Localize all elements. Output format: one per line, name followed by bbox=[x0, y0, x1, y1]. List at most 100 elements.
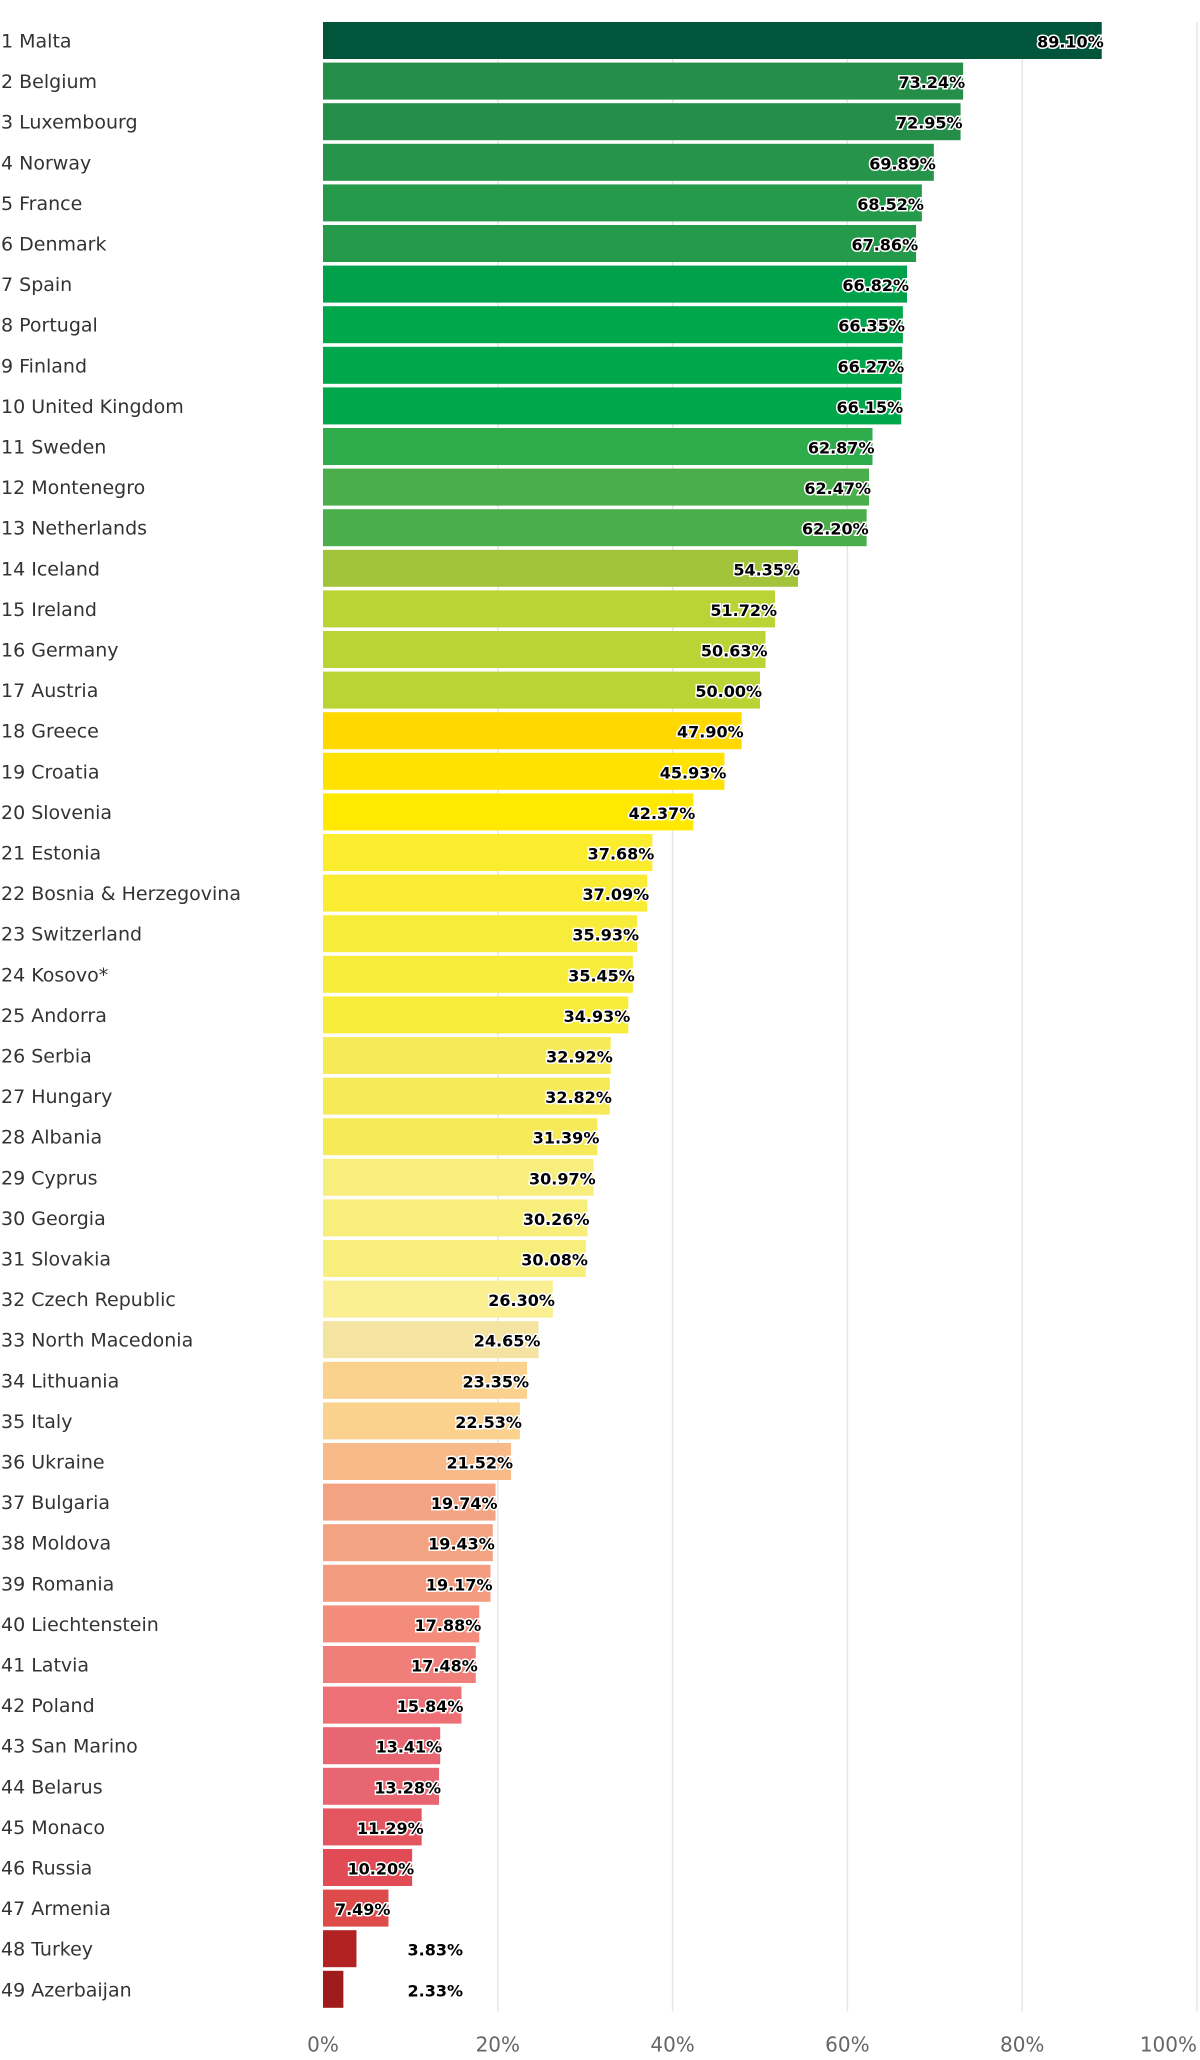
bar bbox=[323, 1199, 588, 1237]
category-label: 6 Denmark bbox=[1, 234, 106, 256]
value-label: 15.84% bbox=[397, 1697, 464, 1716]
bar bbox=[323, 915, 638, 953]
x-tick-label: 80% bbox=[1000, 2032, 1044, 2056]
bar bbox=[323, 671, 760, 709]
value-label: 21.52% bbox=[446, 1454, 513, 1473]
category-label: 45 Monaco bbox=[1, 1817, 105, 1839]
x-tick-label: 40% bbox=[650, 2032, 694, 2056]
category-label: 48 Turkey bbox=[1, 1939, 93, 1961]
bar bbox=[323, 549, 799, 587]
value-label: 35.45% bbox=[568, 966, 635, 985]
bar bbox=[323, 1118, 598, 1156]
value-label: 34.93% bbox=[564, 1007, 631, 1026]
bar bbox=[323, 143, 934, 181]
category-label: 23 Switzerland bbox=[1, 924, 142, 946]
category-label: 15 Ireland bbox=[1, 599, 97, 621]
category-label: 16 Germany bbox=[1, 640, 119, 662]
x-tick-label: 0% bbox=[307, 2032, 339, 2056]
x-axis-ticks: 0% 20% 40% 60% 80% 100% bbox=[307, 2032, 1197, 2056]
bar bbox=[323, 1849, 413, 1886]
bar bbox=[323, 1524, 493, 1562]
category-label: 2 Belgium bbox=[1, 71, 97, 93]
category-label: 11 Sweden bbox=[1, 437, 106, 459]
bar bbox=[323, 1767, 440, 1805]
value-label: 13.28% bbox=[374, 1778, 441, 1797]
value-label: 19.74% bbox=[431, 1494, 498, 1513]
category-label: 5 France bbox=[1, 193, 82, 215]
category-label: 14 Iceland bbox=[1, 558, 100, 580]
value-label: 42.37% bbox=[629, 804, 696, 823]
value-label: 31.39% bbox=[533, 1129, 600, 1148]
bar bbox=[323, 306, 903, 344]
bar bbox=[323, 1158, 594, 1196]
category-label: 10 United Kingdom bbox=[1, 396, 184, 418]
category-label: 19 Croatia bbox=[1, 761, 100, 783]
value-label: 23.35% bbox=[462, 1372, 529, 1391]
value-label: 50.63% bbox=[701, 642, 768, 661]
value-label: 26.30% bbox=[488, 1291, 555, 1310]
category-label: 13 Netherlands bbox=[1, 518, 147, 540]
value-label: 62.47% bbox=[804, 479, 871, 498]
value-label: 89.10% bbox=[1037, 33, 1104, 52]
value-label: 66.82% bbox=[842, 276, 909, 295]
value-label: 67.86% bbox=[851, 236, 918, 255]
bar bbox=[323, 22, 1102, 59]
category-label: 9 Finland bbox=[1, 355, 87, 377]
value-label: 66.35% bbox=[838, 317, 905, 336]
category-label: 7 Spain bbox=[1, 274, 72, 296]
category-label: 31 Slovakia bbox=[1, 1249, 111, 1271]
value-label: 37.68% bbox=[588, 845, 655, 864]
category-label: 21 Estonia bbox=[1, 843, 101, 865]
value-label: 45.93% bbox=[660, 763, 727, 782]
bar bbox=[323, 1564, 491, 1602]
value-label: 3.83% bbox=[407, 1941, 463, 1960]
value-label: 68.52% bbox=[857, 195, 924, 214]
category-label: 12 Montenegro bbox=[1, 477, 145, 499]
category-label: 47 Armenia bbox=[1, 1898, 111, 1920]
category-label: 4 Norway bbox=[1, 152, 91, 174]
category-label: 38 Moldova bbox=[1, 1533, 111, 1555]
category-label: 22 Bosnia & Herzegovina bbox=[1, 883, 241, 905]
bar bbox=[323, 1402, 520, 1440]
category-label: 41 Latvia bbox=[1, 1655, 89, 1677]
x-tick-label: 100% bbox=[1140, 2032, 1197, 2056]
category-label: 43 San Marino bbox=[1, 1736, 138, 1758]
bar bbox=[323, 834, 653, 871]
bar bbox=[323, 468, 869, 506]
value-labels: 89.10% 73.24% 72.95% 69.89% 68.52% 67.86% 66.8… bbox=[333, 31, 1105, 2002]
bar bbox=[323, 631, 766, 668]
bar bbox=[323, 184, 922, 222]
value-label: 22.53% bbox=[455, 1413, 522, 1432]
value-label: 32.92% bbox=[546, 1048, 613, 1067]
category-label: 36 Ukraine bbox=[1, 1452, 105, 1474]
bars bbox=[323, 22, 1102, 2008]
bar bbox=[323, 590, 776, 628]
category-label: 30 Georgia bbox=[1, 1208, 106, 1230]
bar bbox=[323, 1970, 344, 2008]
bar bbox=[323, 1646, 476, 1683]
bar bbox=[323, 752, 725, 790]
bar bbox=[323, 1808, 422, 1846]
bar bbox=[323, 1443, 512, 1480]
category-label: 18 Greece bbox=[1, 721, 99, 743]
bar bbox=[323, 225, 917, 262]
bar bbox=[323, 1686, 462, 1724]
value-label: 47.90% bbox=[677, 723, 744, 742]
bar bbox=[323, 955, 633, 993]
bar bbox=[323, 428, 873, 465]
category-label: 39 Romania bbox=[1, 1573, 114, 1595]
category-label: 33 North Macedonia bbox=[1, 1330, 193, 1352]
bar bbox=[323, 874, 648, 912]
category-label: 25 Andorra bbox=[1, 1005, 107, 1027]
value-label: 69.89% bbox=[869, 154, 936, 173]
bar bbox=[323, 1889, 389, 1927]
category-label: 28 Albania bbox=[1, 1127, 102, 1149]
bar bbox=[323, 265, 908, 303]
bar bbox=[323, 1037, 611, 1074]
category-label: 8 Portugal bbox=[1, 315, 98, 337]
value-label: 17.48% bbox=[411, 1657, 478, 1676]
bar bbox=[323, 1280, 553, 1318]
bar bbox=[323, 1240, 586, 1277]
value-label: 7.49% bbox=[335, 1900, 391, 1919]
x-tick-label: 20% bbox=[476, 2032, 520, 2056]
